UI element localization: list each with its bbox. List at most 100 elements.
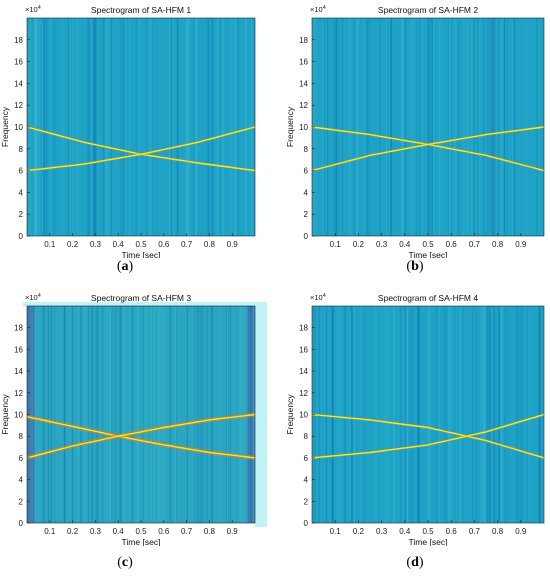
x-tick-label: 0.8 [204,240,216,249]
y-tick-label: 16 [14,58,23,67]
y-tick-label: 12 [299,389,308,398]
spectrogram-background [312,306,544,523]
y-multiplier: ×104 [25,293,41,302]
x-tick-label: 0.1 [44,240,56,249]
y-tick-label: 8 [19,432,24,441]
x-tick-label: 0.5 [135,240,147,249]
y-tick-label: 4 [304,476,309,485]
y-tick-label: 8 [304,145,309,154]
x-tick-label: 0.4 [113,527,125,536]
spectrogram-background [27,306,255,523]
x-tick-label: 0.4 [113,240,125,249]
caption-a: (a) [116,259,134,274]
y-tick-label: 2 [19,497,24,506]
y-tick-label: 12 [14,389,23,398]
x-tick-label: 0.2 [67,240,79,249]
x-tick-label: 0.7 [469,527,481,536]
x-tick-label: 0.7 [181,527,193,536]
chart-title: Spectrogram of SA-HFM 1 [91,5,191,15]
y-tick-label: 12 [14,101,23,110]
x-tick-label: 0.8 [204,527,216,536]
x-axis-label: Time [sec] [409,250,448,258]
chirp-line-1 [312,413,544,459]
y-tick-label: 10 [299,123,308,132]
x-tick-label: 0.9 [515,240,527,249]
x-tick-label: 0.1 [330,240,342,249]
y-tick-label: 2 [304,210,309,219]
x-tick-label: 0.8 [492,527,504,536]
x-tick-label: 0.9 [227,240,239,249]
y-tick-label: 16 [299,58,308,67]
chirp-line-2 [312,126,544,172]
y-tick-label: 10 [14,123,23,132]
y-tick-label: 2 [19,210,24,219]
y-tick-label: 6 [19,167,24,176]
x-tick-label: 0.1 [44,527,56,536]
x-tick-label: 0.6 [446,527,458,536]
x-tick-label: 0.7 [469,240,481,249]
y-tick-label: 12 [299,101,308,110]
y-multiplier: ×104 [310,293,326,302]
y-axis-label: Frequency [285,106,295,147]
x-axis-label: Time [sec] [122,537,161,546]
y-tick-label: 18 [299,324,308,333]
y-tick-label: 16 [299,345,308,354]
y-tick-label: 8 [19,145,24,154]
x-tick-label: 0.4 [399,527,411,536]
x-tick-label: 0.5 [422,240,434,249]
x-tick-label: 0.5 [135,527,147,536]
x-tick-label: 0.3 [90,527,102,536]
y-tick-label: 6 [304,454,309,463]
x-axis-label: Time [sec] [122,250,161,258]
caption-b: (b) [406,259,424,274]
x-tick-label: 0.3 [376,240,388,249]
y-tick-label: 2 [304,497,309,506]
x-tick-label: 0.2 [353,240,365,249]
x-tick-label: 0.2 [67,527,79,536]
chart-title: Spectrogram of SA-HFM 4 [378,293,478,303]
spectrogram-texture [312,18,538,236]
x-tick-label: 0.9 [515,527,527,536]
y-axis-label: Frequency [0,394,10,435]
y-tick-label: 14 [299,367,308,376]
y-tick-label: 10 [299,411,308,420]
spectrogram-panel-1: 0 2 4 6 8 10 12 14 16 18 0.1 0.2 0.3 0.4 0.5 0.6 0.7 0.8 0… [0,5,256,258]
x-tick-label: 0.1 [330,527,342,536]
y-axis-label: Frequency [285,394,295,435]
y-tick-label: 6 [304,167,309,176]
y-tick-label: 4 [19,188,24,197]
y-tick-label: 16 [14,345,23,354]
x-tick-label: 0.6 [158,240,170,249]
x-tick-label: 0.7 [181,240,193,249]
y-tick-label: 18 [299,36,308,45]
chirp-line-1 [27,416,255,459]
spectrogram-texture [29,18,253,236]
y-tick-label: 0 [304,519,309,528]
y-tick-label: 0 [19,232,24,241]
x-tick-label: 0.3 [376,527,388,536]
chart-title: Spectrogram of SA-HFM 3 [91,293,191,303]
spectrogram-border-right [255,302,267,527]
chirp-line-2 [312,413,544,459]
y-tick-label: 0 [304,232,309,241]
y-tick-label: 4 [304,188,309,197]
x-tick-label: 0.3 [90,240,102,249]
x-tick-label: 0.4 [399,240,411,249]
spectrogram-panel-4: 0 2 4 6 8 10 12 14 16 18 0.1 0.2 0.3 0.4 0.5 0.6 0.7 0.8 0… [285,293,545,546]
y-tick-label: 0 [19,519,24,528]
chirp-line-2 [27,413,255,459]
y-tick-label: 4 [19,476,24,485]
spectrogram-border-top [23,302,259,306]
caption-c: (c) [117,555,133,570]
caption-d: (d) [406,555,424,570]
spectrogram-background [312,18,544,236]
spectrogram-edge-left [27,306,35,523]
y-axis-label: Frequency [0,106,10,147]
x-tick-label: 0.6 [158,527,170,536]
y-tick-label: 14 [14,79,23,88]
x-tick-label: 0.9 [227,527,239,536]
y-multiplier: ×104 [310,5,326,14]
chirp-line-2 [27,126,255,172]
x-tick-label: 0.6 [446,240,458,249]
chart-title: Spectrogram of SA-HFM 2 [378,5,478,15]
